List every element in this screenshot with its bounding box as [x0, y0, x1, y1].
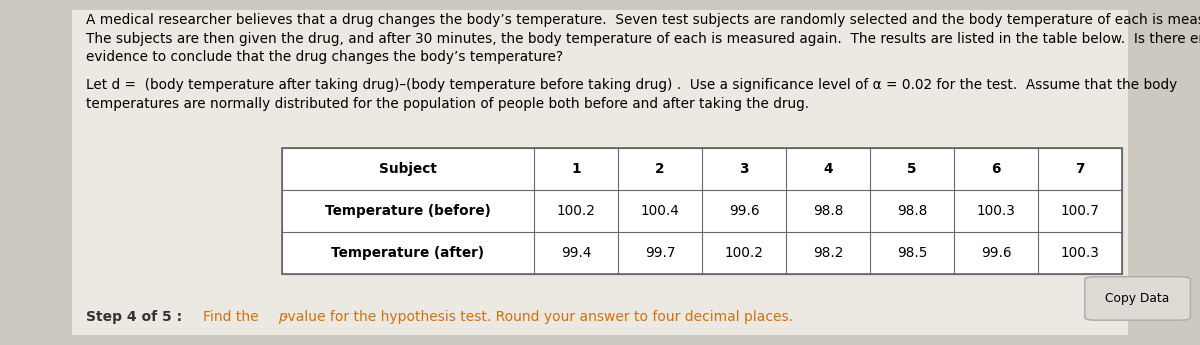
Text: A medical researcher believes that a drug changes the body’s temperature.  Seven: A medical researcher believes that a dru…	[86, 13, 1200, 27]
Text: Temperature (after): Temperature (after)	[331, 246, 485, 260]
Text: 100.3: 100.3	[977, 204, 1015, 218]
Text: Let d =  (body temperature after taking drug)–(body temperature before taking dr: Let d = (body temperature after taking d…	[86, 79, 1177, 92]
Text: 2: 2	[655, 162, 665, 176]
Text: 99.4: 99.4	[560, 246, 592, 260]
FancyBboxPatch shape	[1085, 277, 1190, 320]
Text: Step 4 of 5 :: Step 4 of 5 :	[86, 310, 187, 324]
Text: 98.2: 98.2	[812, 246, 844, 260]
Text: 100.2: 100.2	[557, 204, 595, 218]
Text: Temperature (before): Temperature (before)	[325, 204, 491, 218]
Text: Subject: Subject	[379, 162, 437, 176]
Text: 1: 1	[571, 162, 581, 176]
Text: evidence to conclude that the drug changes the body’s temperature?: evidence to conclude that the drug chang…	[86, 50, 564, 64]
Text: 99.7: 99.7	[644, 246, 676, 260]
FancyBboxPatch shape	[72, 10, 1128, 335]
Text: p: p	[278, 310, 287, 324]
Text: Copy Data: Copy Data	[1105, 292, 1170, 305]
Text: 4: 4	[823, 162, 833, 176]
Text: 7: 7	[1075, 162, 1085, 176]
Text: The subjects are then given the drug, and after 30 minutes, the body temperature: The subjects are then given the drug, an…	[86, 31, 1200, 46]
Text: 100.2: 100.2	[725, 246, 763, 260]
Text: 6: 6	[991, 162, 1001, 176]
Text: 99.6: 99.6	[980, 246, 1012, 260]
Text: 100.3: 100.3	[1061, 246, 1099, 260]
Text: 98.5: 98.5	[896, 246, 928, 260]
Text: 3: 3	[739, 162, 749, 176]
Text: 100.4: 100.4	[641, 204, 679, 218]
Text: 98.8: 98.8	[812, 204, 844, 218]
Text: temperatures are normally distributed for the population of people both before a: temperatures are normally distributed fo…	[86, 97, 810, 111]
Text: 98.8: 98.8	[896, 204, 928, 218]
Text: 5: 5	[907, 162, 917, 176]
Text: 100.7: 100.7	[1061, 204, 1099, 218]
Text: 99.6: 99.6	[728, 204, 760, 218]
Text: -value for the hypothesis test. Round your answer to four decimal places.: -value for the hypothesis test. Round yo…	[283, 310, 793, 324]
Text: Find the: Find the	[203, 310, 263, 324]
